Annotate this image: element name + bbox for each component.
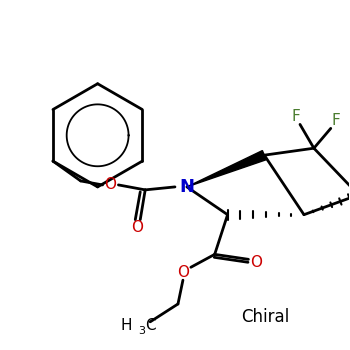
Text: F: F [292,109,300,124]
Text: O: O [177,265,189,280]
Polygon shape [187,150,266,187]
Text: O: O [105,177,117,192]
Text: H: H [121,318,132,333]
Text: O: O [131,220,143,235]
Text: F: F [331,113,340,128]
Text: O: O [250,255,262,270]
Text: 3: 3 [138,326,145,336]
Text: N: N [179,178,194,196]
Text: Chiral: Chiral [241,308,289,326]
Text: C: C [145,318,155,333]
